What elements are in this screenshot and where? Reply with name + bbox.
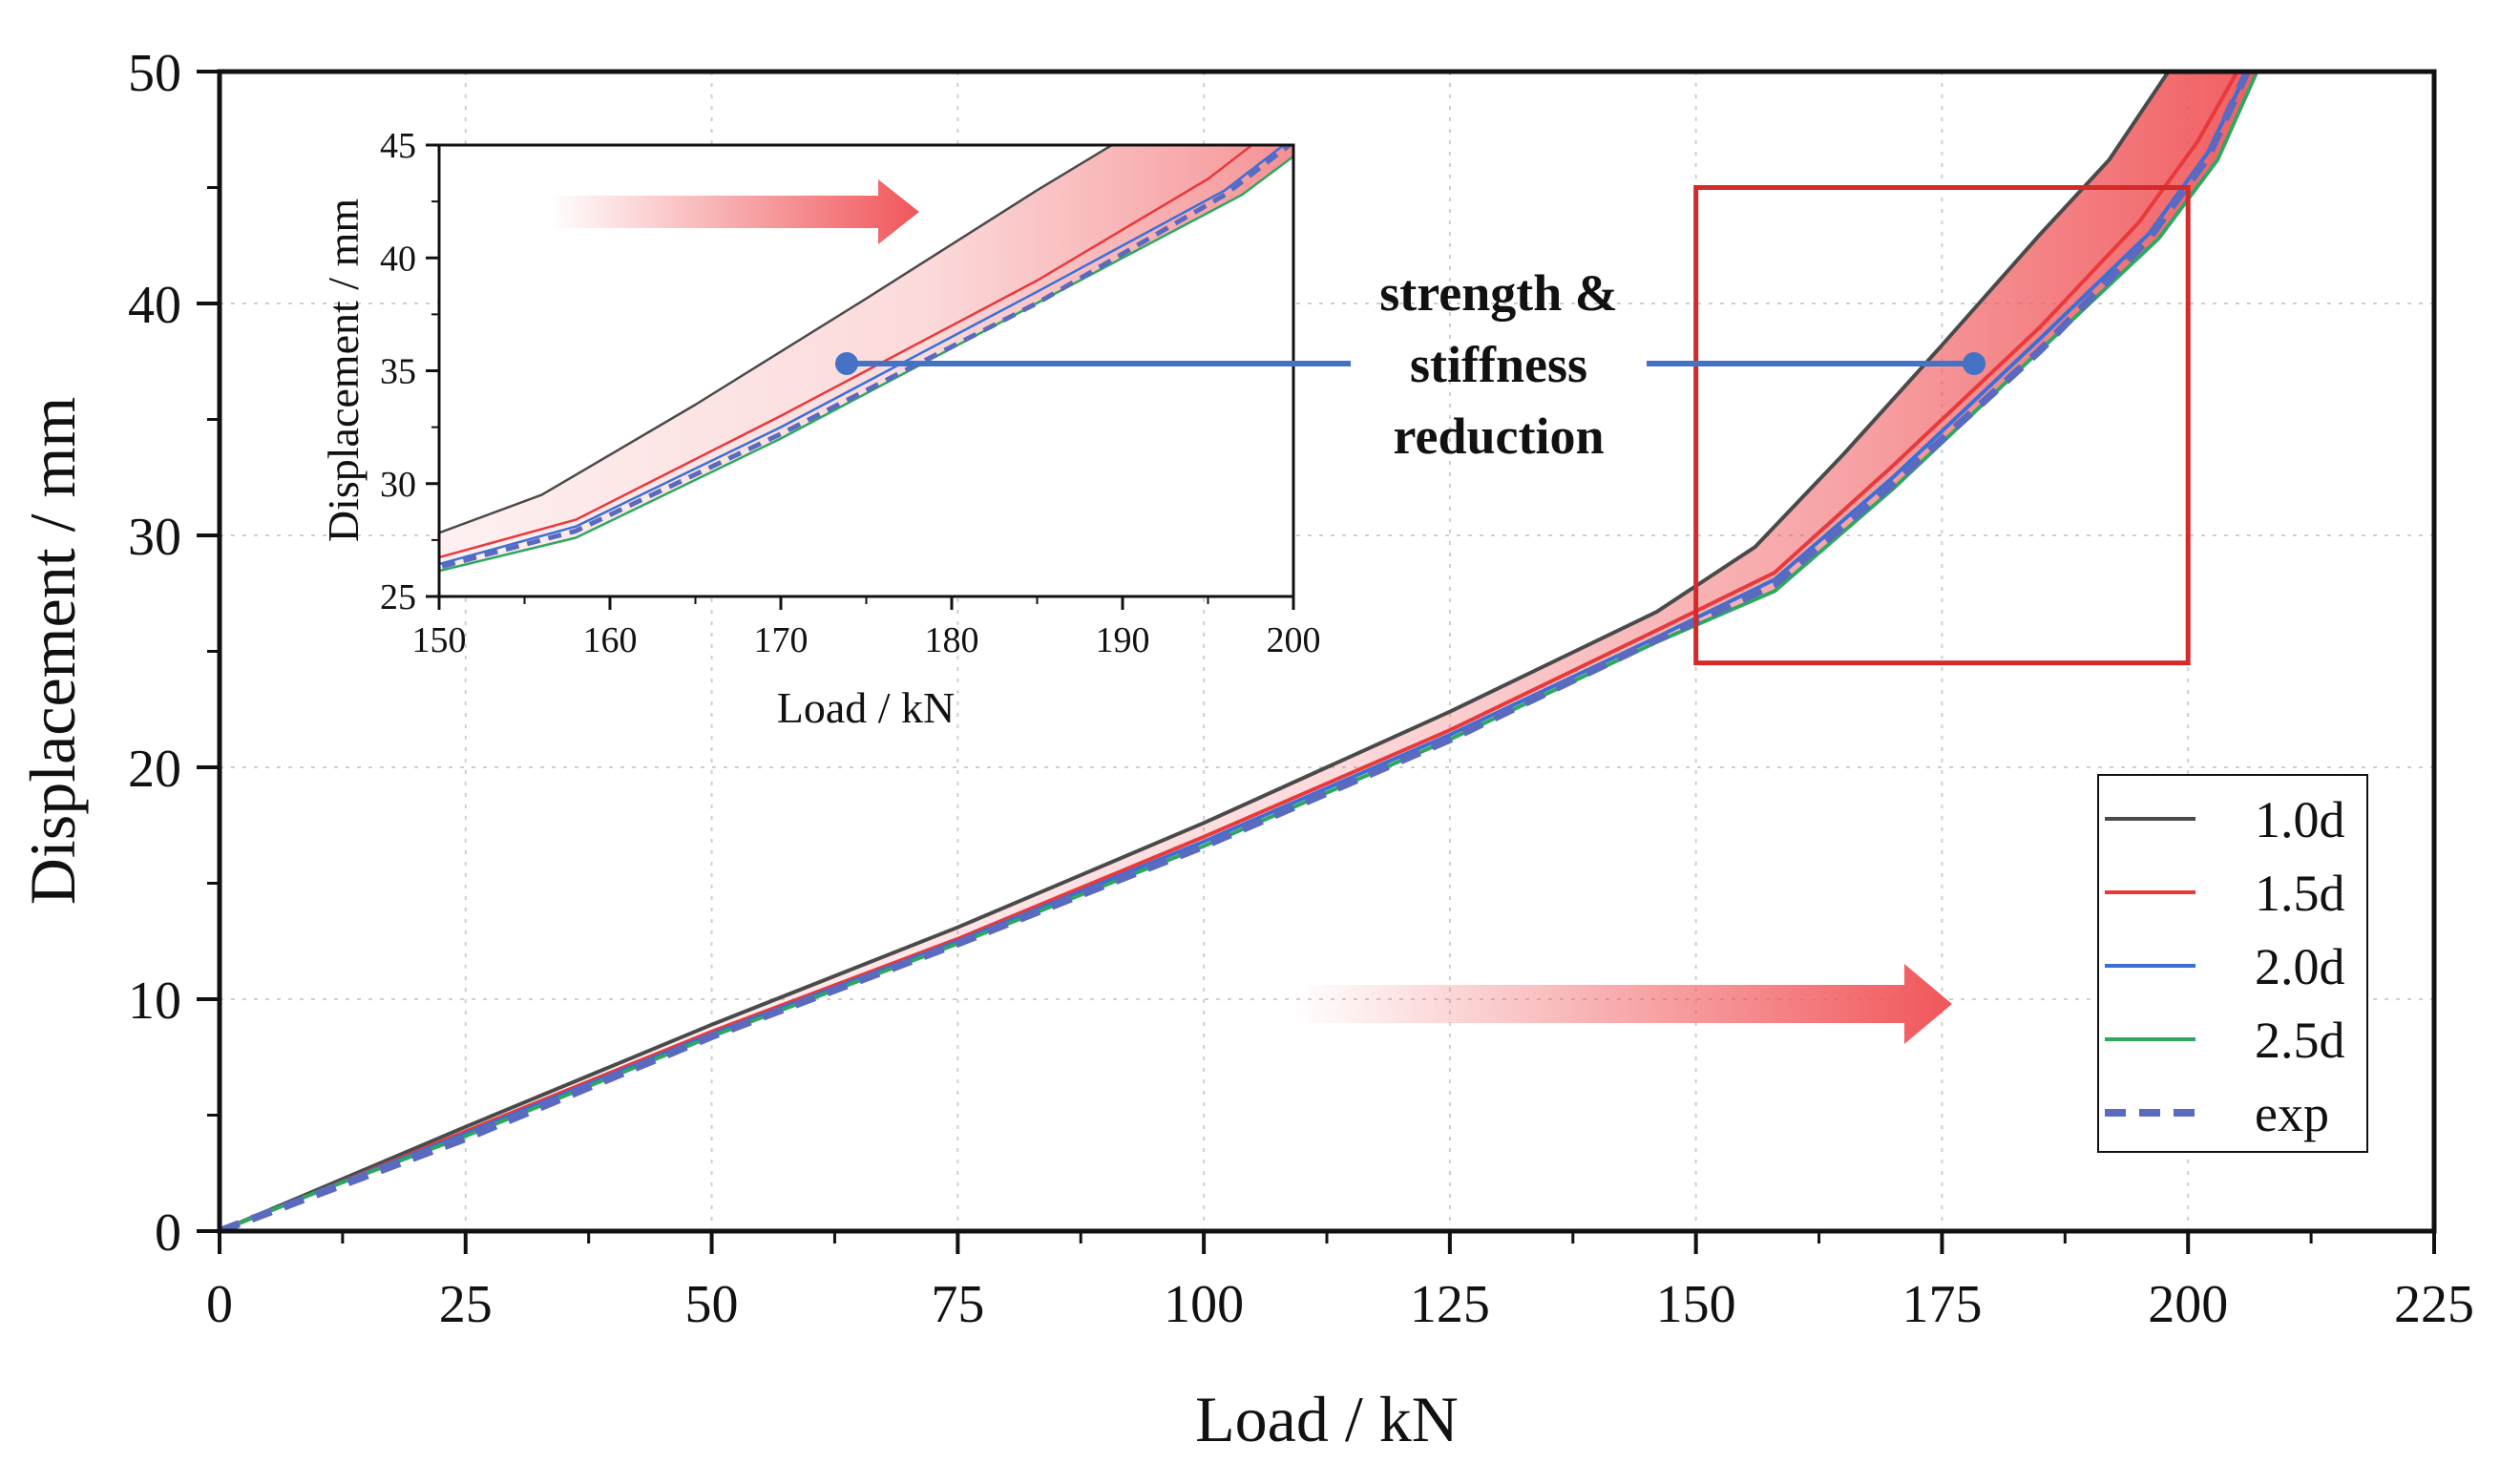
series-line-2-0d bbox=[220, 72, 2249, 1231]
inset-series-line-2-0d bbox=[439, 145, 1286, 566]
inset-x-tick-label: 150 bbox=[412, 620, 467, 660]
inset-x-tick-label: 180 bbox=[925, 620, 979, 660]
annotation-line-3: reduction bbox=[1393, 408, 1604, 465]
x-axis-title: Load / kN bbox=[1195, 1383, 1459, 1455]
y-tick-label: 40 bbox=[128, 276, 181, 335]
main-ticks bbox=[197, 70, 2436, 1254]
inset-y-tick-labels: 25 30 35 40 45 bbox=[380, 126, 416, 617]
inset-band-fill bbox=[439, 145, 1293, 572]
annotation-line-2: stiffness bbox=[1410, 336, 1587, 393]
inset-series-line-2-5d bbox=[439, 155, 1293, 573]
annotation-connector bbox=[835, 352, 1985, 375]
inset-reduction-band bbox=[439, 145, 1293, 572]
legend-items: 1.0d 1.5d 2.0d 2.5d exp bbox=[2105, 791, 2345, 1142]
inset-x-tick-label: 190 bbox=[1096, 620, 1150, 660]
inset-y-tick-label: 25 bbox=[380, 577, 416, 617]
inset-y-tick-label: 30 bbox=[380, 465, 416, 505]
y-tick-labels: 0 10 20 30 40 50 bbox=[128, 44, 181, 1263]
annotation-dot-left bbox=[835, 352, 858, 375]
x-tick-labels: 0 25 50 75 100 125 150 175 200 225 bbox=[206, 1275, 2474, 1334]
inset-x-tick-label: 170 bbox=[754, 620, 809, 660]
x-tick-label: 50 bbox=[685, 1275, 739, 1334]
x-tick-label: 150 bbox=[1656, 1275, 1736, 1334]
x-tick-label: 175 bbox=[1901, 1275, 1982, 1334]
y-tick-label: 50 bbox=[128, 44, 181, 103]
y-axis-title: Displacement / mm bbox=[16, 397, 89, 906]
x-tick-label: 225 bbox=[2394, 1275, 2474, 1334]
inset-x-tick-label: 160 bbox=[583, 620, 638, 660]
inset-x-tick-label: 200 bbox=[1267, 620, 1321, 660]
inset-y-tick-label: 45 bbox=[380, 126, 416, 166]
legend-frame bbox=[2097, 774, 2368, 1153]
inset-trend-arrow bbox=[549, 179, 919, 244]
legend-label-1-5d: 1.5d bbox=[2255, 865, 2345, 922]
inset-x-axis-title: Load / kN bbox=[777, 683, 956, 732]
legend: 1.0d 1.5d 2.0d 2.5d exp bbox=[2097, 774, 2368, 1153]
legend-label-1-0d: 1.0d bbox=[2255, 791, 2345, 848]
x-tick-label: 0 bbox=[206, 1275, 233, 1334]
inset-y-tick-label: 40 bbox=[380, 239, 416, 279]
main-series-group bbox=[220, 72, 2259, 1231]
inset-y-axis-title: Displacement / mm bbox=[319, 199, 368, 542]
legend-label-2-5d: 2.5d bbox=[2255, 1012, 2345, 1069]
inset-y-tick-label: 35 bbox=[380, 352, 416, 392]
series-line-1-0d bbox=[220, 72, 2171, 1231]
x-tick-label: 75 bbox=[931, 1275, 984, 1334]
inset-series-group bbox=[439, 145, 1293, 573]
annotation-dot-right bbox=[1963, 352, 1985, 375]
legend-label-exp: exp bbox=[2255, 1085, 2329, 1142]
x-tick-label: 200 bbox=[2148, 1275, 2228, 1334]
series-line-exp bbox=[220, 72, 2251, 1231]
inset-x-tick-labels: 150 160 170 180 190 200 bbox=[412, 620, 1321, 660]
series-line-1-5d bbox=[220, 72, 2239, 1231]
x-tick-label: 125 bbox=[1410, 1275, 1490, 1334]
series-line-2-5d bbox=[220, 72, 2259, 1231]
y-tick-label: 0 bbox=[155, 1203, 181, 1263]
y-tick-label: 30 bbox=[128, 508, 181, 567]
x-tick-label: 25 bbox=[439, 1275, 493, 1334]
main-trend-arrow bbox=[1293, 964, 1952, 1044]
legend-label-2-0d: 2.0d bbox=[2255, 938, 2345, 995]
x-tick-label: 100 bbox=[1164, 1275, 1244, 1334]
y-tick-label: 10 bbox=[128, 972, 181, 1031]
zoom-region-box bbox=[1693, 185, 2191, 666]
inset-series-line-1-5d bbox=[439, 145, 1254, 559]
inset-ticks bbox=[426, 143, 1295, 610]
y-tick-label: 20 bbox=[128, 740, 181, 799]
annotation-line-1: strength & bbox=[1379, 264, 1618, 322]
